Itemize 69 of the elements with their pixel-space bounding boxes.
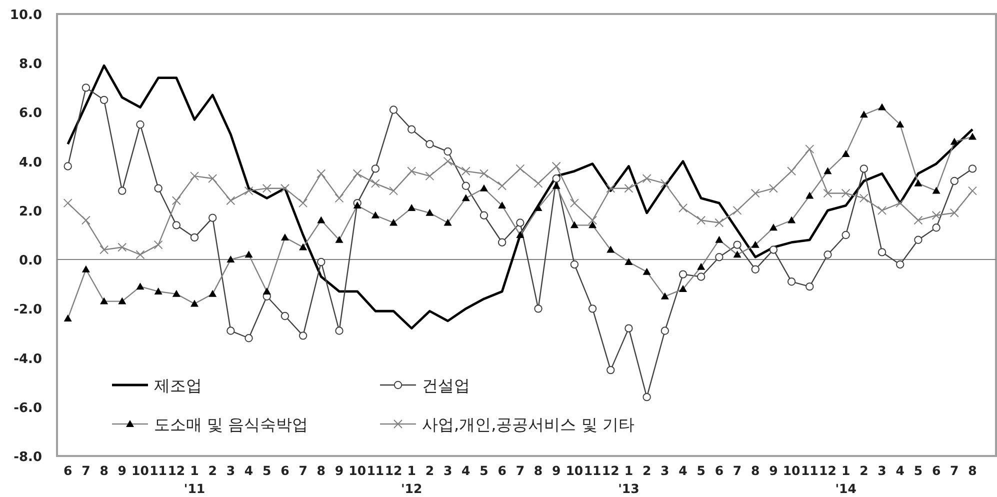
x-tick-label: 8 [534, 463, 543, 478]
x-tick-label: 7 [732, 463, 742, 478]
x-tick-label: 8 [316, 463, 326, 478]
x-tick-label: 11 [800, 463, 818, 478]
x-tick-label: 5 [262, 463, 272, 478]
x-tick-label: 7 [298, 463, 308, 478]
x-tick-label: 7 [516, 463, 525, 478]
y-tick-label: 2.0 [18, 204, 42, 220]
x-tick-label: 4 [678, 463, 688, 478]
x-tick-label: 6 [64, 463, 73, 478]
x-tick-label: 4 [244, 463, 254, 478]
x-tick-label: 6 [932, 463, 941, 478]
x-tick-label: 11 [366, 463, 384, 478]
y-tick-label: -2.0 [14, 302, 42, 318]
legend-label: 건설업 [422, 376, 470, 395]
x-tick-label: 11 [150, 463, 168, 478]
x-tick-label: 1 [624, 463, 634, 478]
x-tick-label: 7 [950, 463, 959, 478]
x-tick-label: 3 [660, 463, 670, 478]
x-tick-label: 5 [480, 463, 488, 478]
x-tick-label: 12 [384, 463, 402, 478]
x-tick-label: 4 [462, 463, 471, 478]
x-tick-label: 11 [584, 463, 602, 478]
x-tick-label: 12 [819, 463, 836, 478]
x-tick-label: 10 [348, 463, 366, 478]
x-tick-label: 9 [769, 463, 778, 478]
y-tick-label: 0.0 [18, 254, 42, 269]
x-tick-label: 5 [914, 463, 923, 478]
y-tick-label: 8.0 [18, 57, 42, 72]
x-tick-label: 10 [566, 463, 584, 478]
x-tick-label: 2 [642, 463, 652, 478]
x-tick-label: 3 [226, 463, 236, 478]
x-tick-label: 2 [208, 463, 217, 478]
text: '13 [618, 481, 640, 496]
x-tick-label: 6 [280, 463, 290, 478]
y-tick-label: 6.0 [18, 106, 42, 122]
x-tick-label: 3 [878, 463, 886, 478]
x-tick-label: 12 [602, 463, 620, 478]
x-tick-label: 10 [782, 463, 801, 478]
x-tick-label: 2 [425, 463, 434, 478]
text: '14 [835, 481, 857, 496]
x-tick-label: 6 [714, 463, 724, 478]
legend-label: 제조업 [154, 376, 202, 395]
x-tick-label: 9 [334, 463, 344, 478]
x-tick-label: 8 [968, 463, 977, 478]
x-tick-label: 6 [498, 463, 507, 478]
x-tick-label: 1 [841, 463, 850, 478]
x-tick-label: 8 [100, 463, 108, 478]
y-tick-label: -4.0 [14, 352, 42, 367]
x-tick-label: 7 [82, 463, 90, 478]
x-tick-label: 1 [190, 463, 199, 478]
x-tick-label: 9 [118, 463, 126, 478]
text: '12 [400, 481, 422, 496]
x-tick-label: 8 [751, 463, 760, 478]
y-tick-label: 4.0 [18, 155, 42, 170]
x-tick-label: 2 [860, 463, 868, 478]
legend-label: 도소매 및 음식숙박업 [154, 415, 308, 434]
x-tick-label: 1 [407, 463, 416, 478]
y-tick-label: 10.0 [10, 8, 42, 23]
x-tick-label: 5 [696, 463, 706, 478]
x-tick-label: 10 [132, 463, 150, 478]
y-tick-label: -8.0 [14, 450, 42, 465]
x-tick-label: 3 [443, 463, 452, 478]
x-tick-label: 12 [168, 463, 186, 478]
legend-label: 사업,개인,공공서비스 및 기타 [422, 415, 634, 434]
x-tick-label: 4 [896, 463, 905, 478]
text: '11 [184, 481, 206, 496]
x-tick-label: 9 [552, 463, 561, 478]
y-tick-label: -6.0 [14, 400, 42, 416]
